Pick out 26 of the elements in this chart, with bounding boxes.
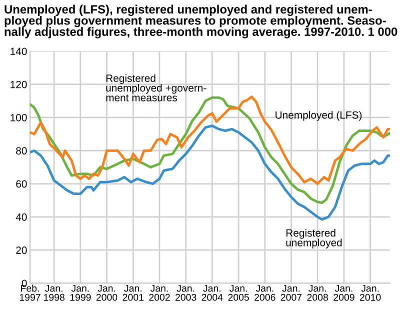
y-tick-label: 40 [16,213,27,221]
series-label: Registered unemployed [286,228,342,248]
line-series [30,96,390,186]
x-tick-label: Jan. 2004 [202,284,223,301]
y-tick-label: 100 [10,114,27,122]
y-tick-label: 80 [16,147,27,155]
x-tick-label: Jan. 1999 [70,284,91,301]
series-label: Unemployed (LFS) [276,111,362,121]
x-tick-label: Jan. 2006 [254,284,276,301]
x-tick-label: Jan. 1998 [44,284,64,301]
y-tick-label: 120 [10,80,27,88]
x-tick-label: Jan. 2007 [280,284,302,301]
x-tick-label: Jan. 2008 [307,284,328,301]
series-label: Registered unemployed +govern- ment measures [106,74,206,102]
x-tick-label: Jan. 2005 [228,284,249,301]
x-tick-label: Jan. 2002 [149,284,170,301]
y-tick-label: 20 [16,246,27,254]
x-tick-label: Jan. 2001 [122,284,144,301]
y-tick-label: 60 [16,180,27,188]
x-tick-label: Jan. 2000 [96,284,118,301]
x-tick-label: Jan. 2003 [176,284,196,301]
y-tick-label: 140 [10,48,27,56]
x-tick-label: Jan. 2010 [360,284,381,301]
x-tick-label: Jan. 2009 [334,284,354,301]
line-series [30,124,390,221]
chart-title: Unemployed (LFS), registered unemployed and registered unem- ployed plus government measures to promote employment. Seaso- nally adjusted figures, three-month moving average. 1997-2010. 1 000 [4,4,398,38]
